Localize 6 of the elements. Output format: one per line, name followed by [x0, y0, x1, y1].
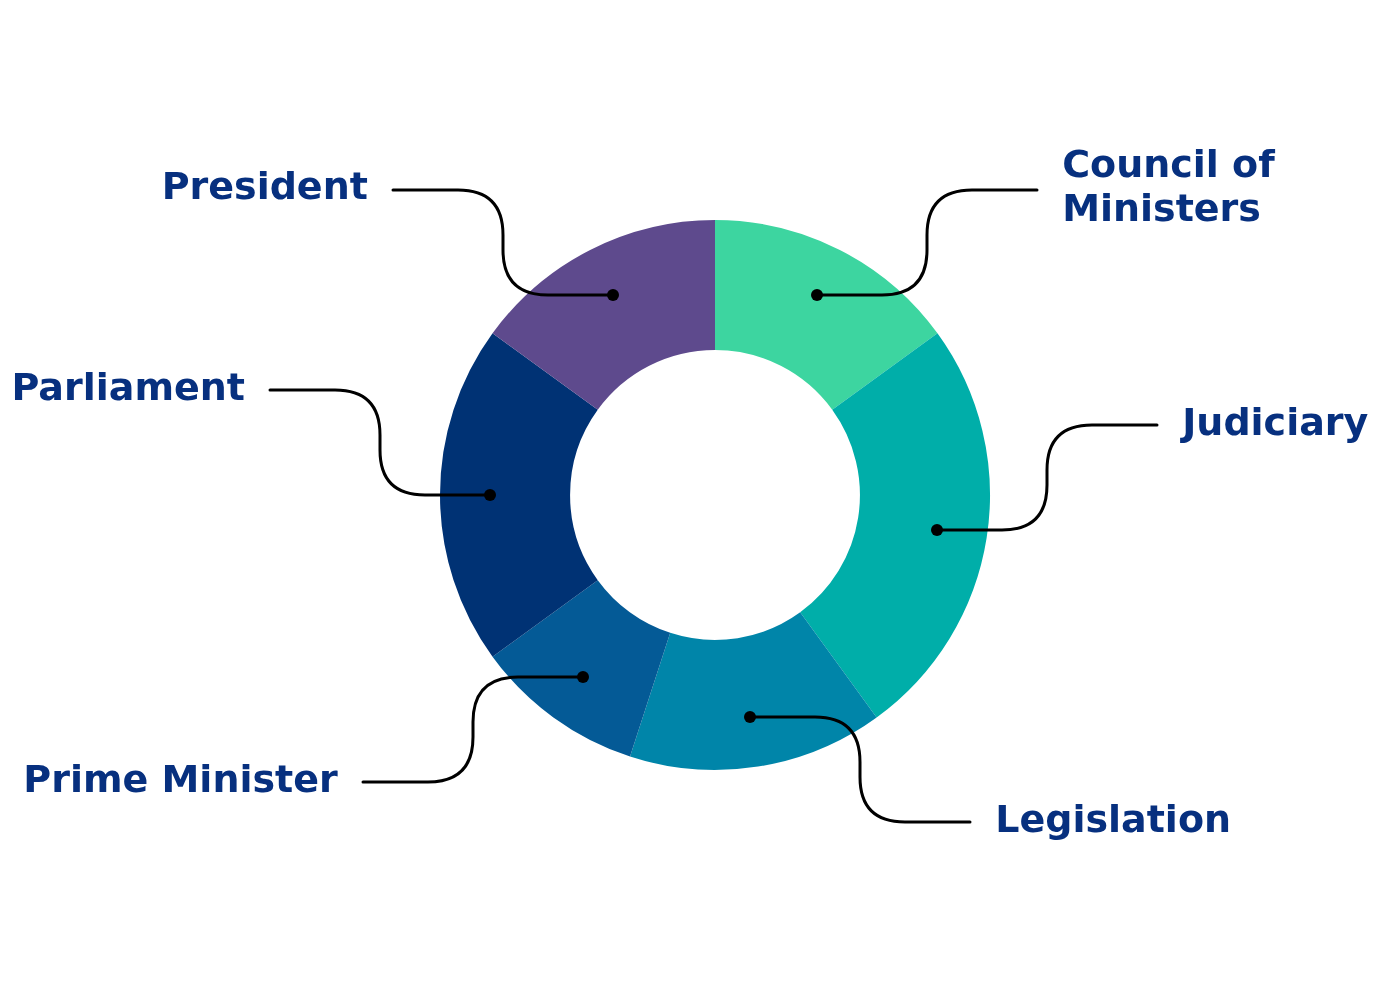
- slice-label: President: [161, 164, 368, 209]
- slice-label: Parliament: [11, 364, 246, 409]
- slice-label: Prime Minister: [23, 756, 339, 801]
- slice-label: Judiciary: [1179, 400, 1369, 445]
- slice-label: Council of Ministers: [1062, 142, 1276, 231]
- slice-label: Legislation: [995, 797, 1232, 842]
